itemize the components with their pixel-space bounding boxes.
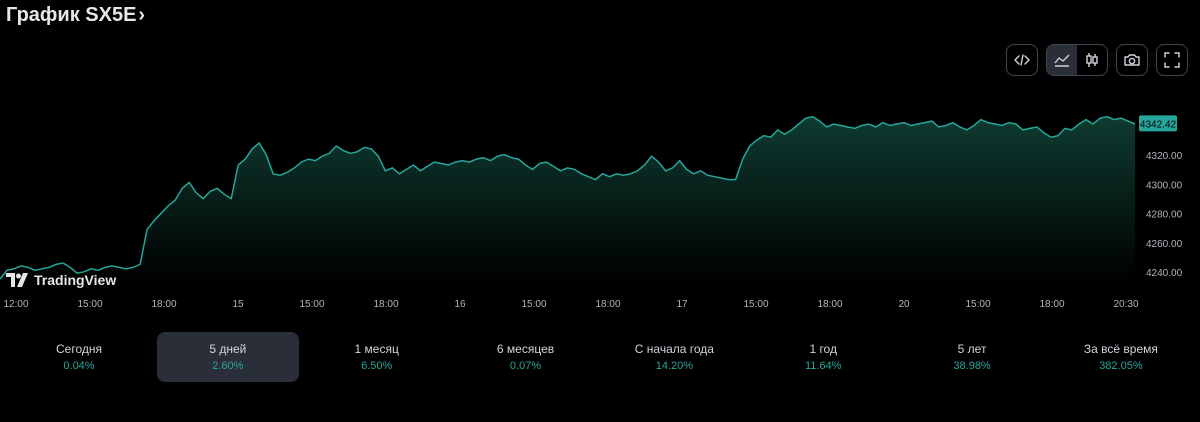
- fullscreen-button[interactable]: [1156, 44, 1188, 76]
- y-axis: 4240.00 4260.00 4280.00 4300.00 4320.00: [1146, 151, 1183, 279]
- x-tick-label: 18:00: [817, 299, 842, 310]
- camera-icon: [1124, 54, 1140, 66]
- area-chart-icon: [1054, 54, 1070, 67]
- x-tick-label: 15:00: [521, 299, 546, 310]
- candles-icon: [1086, 53, 1098, 67]
- code-icon: [1014, 54, 1030, 66]
- y-tick-label: 4280.00: [1146, 210, 1183, 221]
- range-button[interactable]: 5 лет 38.98%: [901, 332, 1043, 382]
- range-button[interactable]: С начала года 14.20%: [603, 332, 745, 382]
- range-label: За всё время: [1083, 342, 1158, 356]
- time-range-selector: Сегодня 0.04% 5 дней 2.60% 1 месяц 6.50% 6 мес…: [8, 332, 1192, 382]
- price-chart[interactable]: 4240.00 4260.00 4280.00 4300.00 4320.00 12:0…: [0, 86, 1200, 318]
- screenshot-button[interactable]: [1116, 44, 1148, 76]
- range-button[interactable]: 1 месяц 6.50%: [306, 332, 448, 382]
- x-tick-label: 15:00: [77, 299, 102, 310]
- range-change: 0.07%: [509, 360, 542, 372]
- x-axis: 12:00 15:00 18:00 15 15:00 18:00 16 15:00 18:00 1…: [3, 299, 1138, 310]
- x-tick-label: 15: [232, 299, 244, 310]
- range-change: 2.60%: [212, 360, 244, 372]
- last-price-text: 4342.42: [1140, 119, 1177, 130]
- range-label: 5 лет: [957, 342, 987, 356]
- range-change: 0.04%: [63, 360, 95, 372]
- chevron-right-icon: ›: [138, 4, 146, 26]
- candles-chart-button[interactable]: [1077, 45, 1107, 75]
- x-tick-label: 18:00: [151, 299, 176, 310]
- x-tick-label: 16: [454, 299, 466, 310]
- range-button[interactable]: 1 год 11.64%: [752, 332, 894, 382]
- x-tick-label: 18:00: [373, 299, 398, 310]
- range-label: С начала года: [634, 342, 714, 356]
- y-tick-label: 4240.00: [1146, 268, 1183, 279]
- price-area-fill: [0, 116, 1135, 282]
- range-label: 5 дней: [209, 342, 247, 356]
- tradingview-logo-icon: [6, 273, 28, 287]
- price-line: [0, 115, 1136, 280]
- x-tick-label: 20:30: [1113, 299, 1138, 310]
- y-tick-label: 4300.00: [1146, 180, 1183, 191]
- range-button[interactable]: За всё время 382.05%: [1050, 332, 1192, 382]
- x-tick-label: 17: [676, 299, 688, 310]
- range-change: 38.98%: [953, 360, 991, 372]
- range-change: 382.05%: [1099, 360, 1143, 372]
- fullscreen-icon: [1164, 52, 1180, 68]
- range-label: 1 месяц: [354, 342, 399, 356]
- y-tick-label: 4260.00: [1146, 239, 1183, 250]
- range-change: 14.20%: [655, 360, 694, 372]
- range-label: 6 месяцев: [496, 342, 555, 356]
- x-tick-label: 12:00: [3, 299, 28, 310]
- x-tick-label: 18:00: [1039, 299, 1064, 310]
- tradingview-logo-text: TradingView: [34, 272, 117, 288]
- range-change: 11.64%: [804, 360, 842, 372]
- range-label: Сегодня: [56, 342, 102, 356]
- x-tick-label: 15:00: [965, 299, 990, 310]
- range-label: 1 год: [809, 342, 837, 356]
- range-change: 6.50%: [361, 360, 393, 372]
- x-tick-label: 18:00: [595, 299, 620, 310]
- range-button[interactable]: 5 дней 2.60%: [156, 332, 299, 382]
- embed-button[interactable]: [1006, 44, 1038, 76]
- area-chart-button[interactable]: [1047, 45, 1077, 75]
- chart-title[interactable]: График SX5E ›: [6, 4, 145, 27]
- range-button[interactable]: 6 месяцев 0.07%: [455, 332, 597, 382]
- y-tick-label: 4320.00: [1146, 151, 1183, 162]
- chart-type-switch: [1046, 44, 1108, 76]
- x-tick-label: 15:00: [299, 299, 324, 310]
- range-button[interactable]: Сегодня 0.04%: [8, 332, 150, 382]
- x-tick-label: 20: [898, 299, 910, 310]
- last-price-badge: [1139, 115, 1177, 132]
- tradingview-logo: TradingView: [6, 272, 116, 288]
- chart-title-text: График SX5E: [6, 4, 137, 26]
- chart-toolbar: [1006, 44, 1188, 78]
- x-tick-label: 15:00: [743, 299, 768, 310]
- last-price-label: 4342.42: [1139, 115, 1177, 132]
